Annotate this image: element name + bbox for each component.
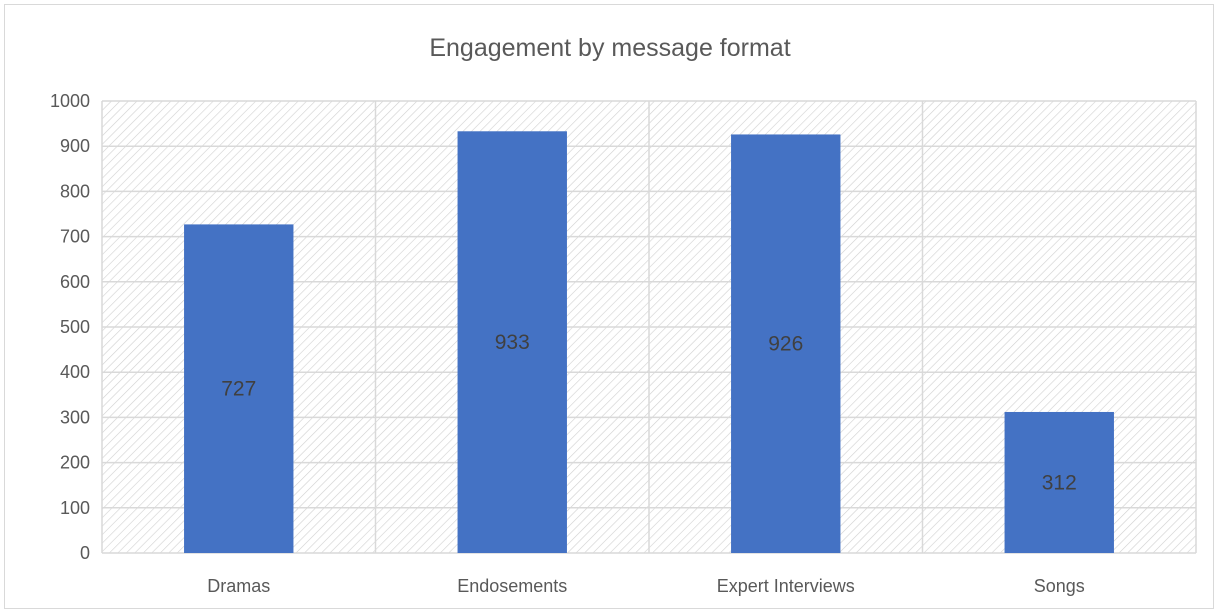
x-category-label: Expert Interviews (717, 576, 855, 596)
y-tick-label: 400 (60, 362, 90, 382)
bar (184, 224, 294, 553)
x-category-label: Songs (1034, 576, 1085, 596)
y-tick-label: 300 (60, 407, 90, 427)
data-label: 727 (221, 378, 256, 401)
data-label: 926 (768, 333, 803, 356)
y-tick-label: 600 (60, 272, 90, 292)
x-category-label: Endosements (457, 576, 567, 596)
y-tick-label: 0 (80, 543, 90, 563)
data-label: 933 (495, 331, 530, 354)
data-label: 312 (1042, 471, 1077, 494)
y-tick-label: 100 (60, 498, 90, 518)
bar (731, 134, 841, 553)
x-category-label: Dramas (207, 576, 270, 596)
x-axis-categories: Dramas Endosements Expert Interviews Songs (207, 576, 1085, 596)
y-tick-label: 700 (60, 227, 90, 247)
y-tick-label: 500 (60, 317, 90, 337)
y-tick-label: 800 (60, 181, 90, 201)
y-tick-label: 200 (60, 453, 90, 473)
data-labels: 727 933 926 312 (221, 331, 1077, 494)
y-tick-label: 900 (60, 136, 90, 156)
y-axis-ticks: 0 100 200 300 400 500 600 700 800 900 1000 (50, 91, 90, 563)
bars (184, 131, 1114, 553)
bar (1004, 411, 1114, 553)
y-tick-label: 1000 (50, 91, 90, 111)
chart-title: Engagement by message format (429, 34, 790, 62)
bar (457, 131, 567, 553)
